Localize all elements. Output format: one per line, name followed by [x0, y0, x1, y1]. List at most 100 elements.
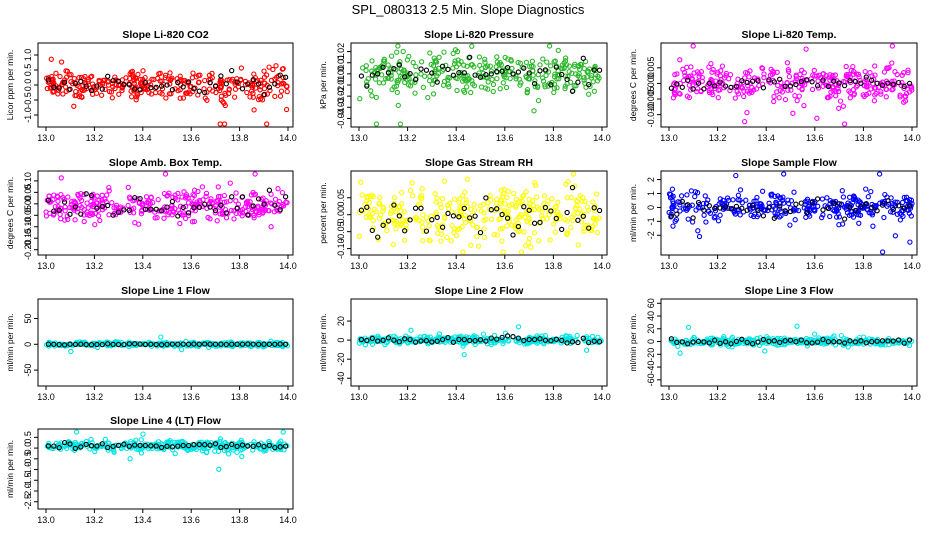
data-point [564, 218, 571, 224]
reference-point [78, 211, 84, 217]
reference-point [164, 204, 170, 210]
reference-point [825, 339, 832, 345]
data-point [109, 95, 115, 101]
data-point [261, 68, 267, 74]
reference-point [115, 209, 122, 215]
data-point [92, 221, 98, 228]
data-point [593, 191, 600, 197]
reference-point [261, 443, 267, 450]
data-point [583, 347, 590, 353]
data-point [901, 99, 907, 105]
data-point [737, 197, 743, 203]
data-point [400, 48, 406, 55]
data-point [182, 215, 189, 222]
reference-point [901, 340, 907, 346]
reference-point [825, 205, 832, 212]
reference-point [798, 78, 804, 85]
x-tick-label: 13.8 [545, 392, 563, 402]
reference-point [809, 79, 815, 85]
reference-point [798, 200, 804, 206]
data-point [129, 71, 135, 77]
data-point [523, 243, 529, 249]
data-point [826, 336, 832, 342]
x-tick-label: 13.2 [709, 392, 727, 402]
data-point [782, 96, 789, 103]
data-point [445, 81, 451, 87]
data-point [165, 192, 171, 198]
data-point [242, 82, 249, 88]
data-point [232, 79, 238, 85]
reference-point [434, 338, 440, 344]
data-point [773, 199, 779, 205]
data-point [478, 208, 484, 214]
reference-point [793, 81, 799, 88]
data-point [803, 46, 809, 52]
reference-point [434, 79, 440, 85]
x-tick-label: 13.4 [447, 133, 465, 143]
data-point [775, 193, 781, 199]
y-tick-label: 0.05 [23, 184, 33, 202]
data-point [703, 219, 709, 225]
data-point [593, 71, 599, 78]
data-point [771, 98, 777, 105]
panel-title: Slope Line 1 Flow [121, 285, 211, 297]
data-point [872, 92, 878, 98]
data-point [373, 64, 379, 71]
data-point [60, 194, 66, 201]
reference-point [521, 337, 527, 344]
data-point [879, 249, 886, 255]
y-tick-label: 60 [646, 298, 656, 308]
reference-point [282, 194, 289, 200]
data-point [526, 196, 532, 203]
data-point [410, 59, 416, 66]
data-point [217, 121, 223, 127]
data-point [162, 74, 168, 81]
data-point [848, 202, 854, 209]
reference-point [99, 203, 105, 210]
reference-point [722, 339, 729, 345]
y-tick-label: -60 [646, 373, 656, 386]
data-point [436, 54, 442, 60]
reference-point [56, 341, 62, 348]
data-point [534, 194, 540, 200]
data-point [477, 62, 483, 69]
reference-point [375, 338, 381, 344]
data-point [195, 72, 202, 79]
data-point [491, 231, 497, 238]
plot-frame [37, 170, 294, 256]
data-point [857, 212, 864, 218]
plot-frame [660, 170, 918, 256]
reference-point [418, 205, 424, 211]
data-point [457, 196, 463, 202]
reference-point [132, 442, 138, 448]
data-point [796, 79, 802, 85]
data-point [787, 222, 793, 228]
data-point [397, 59, 403, 65]
reference-point [852, 339, 859, 345]
data-point [815, 78, 821, 84]
y-axis-label: kPa per min. [318, 61, 328, 109]
data-point [127, 71, 133, 77]
data-point [837, 98, 844, 104]
data-point [834, 208, 840, 214]
data-point [438, 231, 445, 237]
y-tick-label: -0.20 [23, 239, 33, 260]
data-point [420, 212, 426, 218]
panel-10: Slope Line 4 (LT) Flow 13.0 13.2 13.4 13.6 13… [5, 415, 297, 525]
reference-point [169, 198, 176, 205]
data-point [364, 193, 371, 200]
data-point [700, 200, 706, 207]
data-point [666, 209, 672, 216]
data-point [494, 75, 500, 82]
data-point [67, 204, 73, 211]
data-point [221, 121, 228, 127]
reference-point [218, 341, 224, 347]
data-point [903, 194, 910, 200]
reference-point [537, 219, 543, 226]
data-point [721, 202, 727, 208]
data-point [698, 69, 705, 75]
reference-point [72, 80, 79, 87]
data-point [425, 94, 431, 101]
data-point [469, 78, 475, 84]
